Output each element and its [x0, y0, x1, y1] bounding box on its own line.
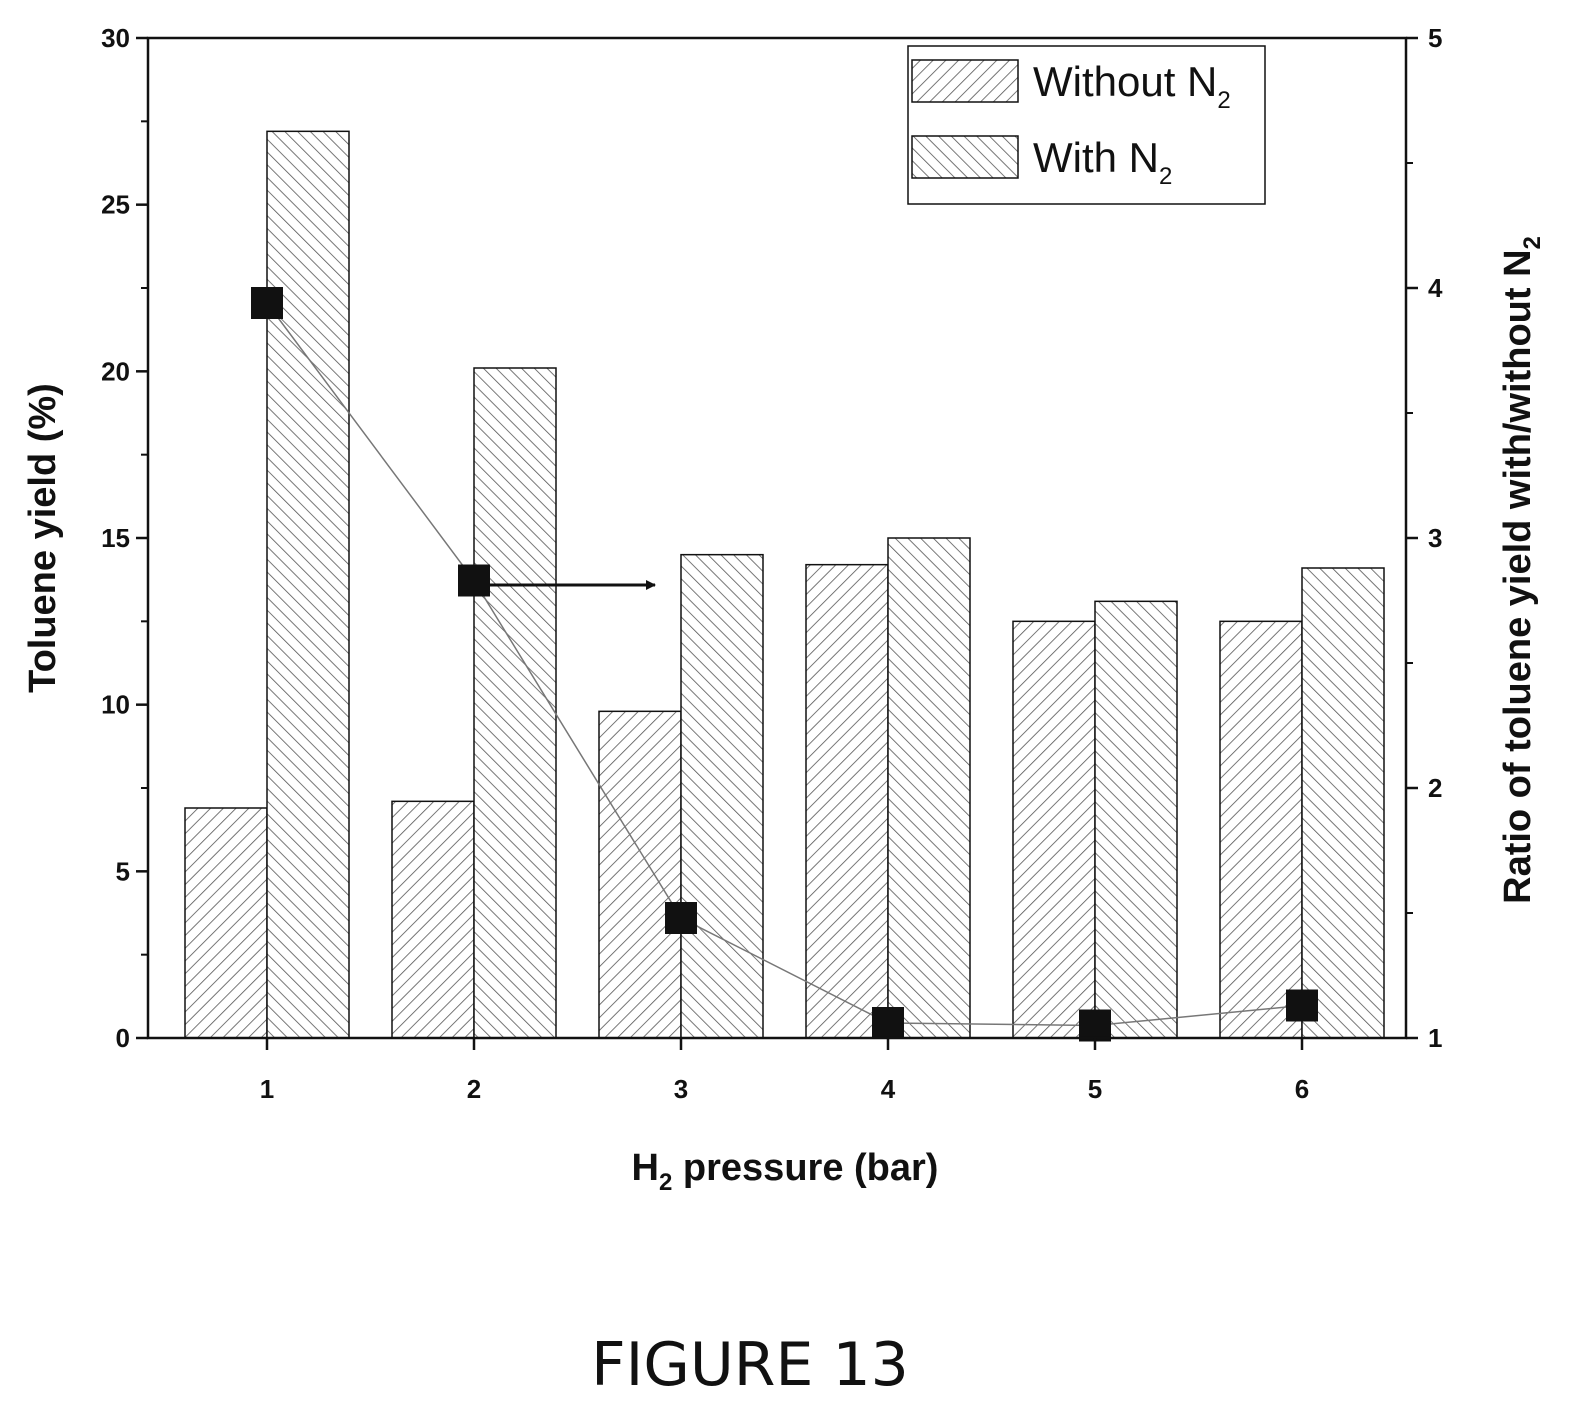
bar-without-n2-5: [1012, 620, 1096, 1039]
x-tick-label: 1: [260, 1074, 274, 1104]
y-axis-title: Toluene yield (%): [22, 383, 64, 693]
y2-tick-label: 2: [1428, 773, 1442, 803]
bar-with-n2-3: [680, 553, 764, 1039]
figure-caption: FIGURE 13: [591, 1330, 909, 1400]
ratio-line: [266, 302, 1303, 1027]
y-tick-label: 0: [116, 1023, 130, 1053]
legend-label-without-sub: 2: [1217, 87, 1230, 114]
ratio-marker-2: [458, 564, 490, 597]
x-tick-label: 4: [881, 1074, 896, 1104]
ratio-marker-5: [1079, 1009, 1111, 1042]
bar-with-n2-5: [1094, 600, 1178, 1039]
x-axis: 1 2 3 4 5 6: [260, 1038, 1309, 1104]
y-tick-label: 30: [101, 23, 130, 53]
x-tick-label: 5: [1088, 1074, 1102, 1104]
legend-label-with-sub: 2: [1159, 163, 1172, 190]
y2-tick-label: 5: [1428, 23, 1442, 53]
y2-tick-label: 4: [1428, 273, 1443, 303]
bar-with-n2-4: [887, 537, 971, 1039]
ratio-marker-3: [665, 902, 697, 934]
bar-without-n2-6: [1219, 620, 1303, 1039]
bar-with-n2-6: [1301, 567, 1385, 1039]
ratio-marker-4: [872, 1007, 904, 1039]
bars-layer: [184, 130, 1385, 1039]
y-tick-label: 15: [101, 523, 130, 553]
legend-label-without-text: Without N: [1033, 58, 1217, 105]
y2-tick-label: 3: [1428, 523, 1442, 553]
y-tick-label: 5: [116, 856, 130, 886]
y-tick-label: 10: [101, 690, 130, 720]
y-tick-label: 25: [101, 190, 130, 220]
bar-with-n2-1: [266, 130, 350, 1039]
legend-label-without: Without N2: [1033, 58, 1231, 114]
y2-axis-title-text: Ratio of toluene yield with/without N: [1497, 249, 1539, 903]
y2-tick-label: 1: [1428, 1023, 1442, 1053]
x-axis-title: H2 pressure (bar): [632, 1147, 939, 1196]
legend: Without N2 With N2: [907, 45, 1266, 205]
x-tick-label: 6: [1295, 1074, 1309, 1104]
legend-label-with: With N2: [1033, 134, 1172, 190]
bar-without-n2-1: [184, 807, 268, 1039]
bar-without-n2-3: [598, 710, 682, 1039]
x-tick-label: 2: [467, 1074, 481, 1104]
chart: 0 5 10 15 20 25 30 1 2 3 4 5 1 2 3 4 5 6 Toluene yield …: [22, 23, 1546, 1196]
ratio-markers-layer: [251, 287, 1318, 1042]
left-axis: 0 5 10 15 20 25 30: [101, 23, 148, 1053]
x-axis-title-sub: 2: [659, 1169, 672, 1196]
x-tick-label: 3: [674, 1074, 688, 1104]
legend-label-with-text: With N: [1033, 134, 1159, 181]
bar-without-n2-4: [805, 563, 889, 1039]
right-axis: 1 2 3 4 5: [1406, 23, 1443, 1053]
y2-axis-title: Ratio of toluene yield with/without N2: [1497, 236, 1546, 904]
y2-axis-title-sub: 2: [1519, 236, 1546, 249]
bar-without-n2-2: [391, 800, 475, 1039]
legend-swatch-without: [911, 59, 1019, 103]
ratio-marker-6: [1286, 989, 1318, 1022]
bar-with-n2-2: [473, 367, 557, 1039]
ratio-marker-1: [251, 287, 283, 319]
x-axis-title-suffix: pressure (bar): [672, 1147, 938, 1189]
x-axis-title-prefix: H: [632, 1147, 659, 1189]
y-tick-label: 20: [101, 356, 130, 386]
legend-swatch-with: [911, 135, 1019, 179]
